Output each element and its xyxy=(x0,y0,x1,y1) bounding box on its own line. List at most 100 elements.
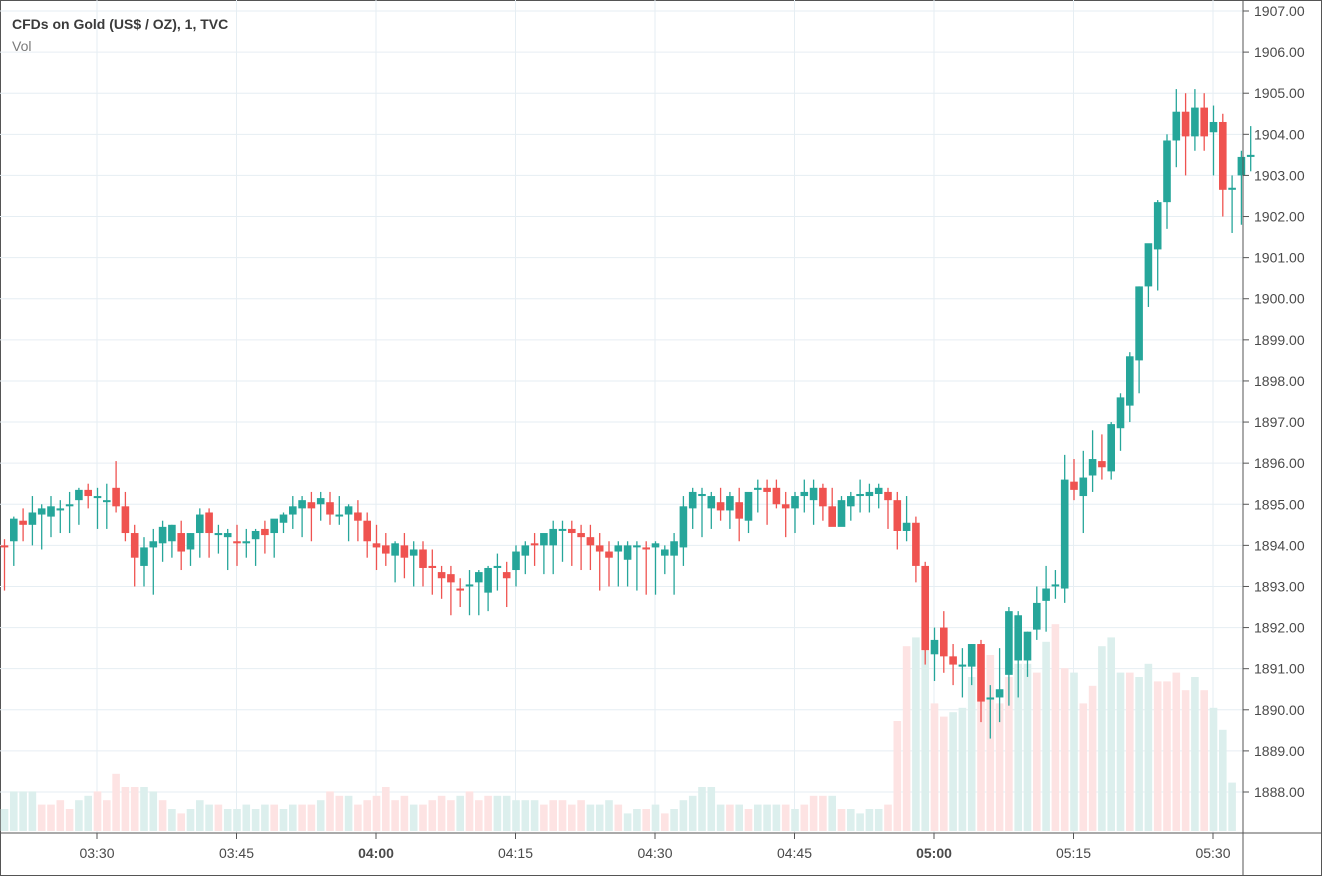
volume-bar xyxy=(1014,663,1022,831)
candle-body xyxy=(763,487,771,492)
volume-bar xyxy=(605,800,613,831)
candle-body xyxy=(93,496,102,499)
candle-body xyxy=(242,541,251,544)
volume-bar xyxy=(558,800,567,831)
candle-body xyxy=(577,533,585,538)
y-tick-label: 1891.00 xyxy=(1254,661,1305,677)
volume-bar xyxy=(549,800,557,831)
volume-bar xyxy=(1191,677,1199,831)
candle-body xyxy=(465,584,474,587)
volume-bar xyxy=(1042,641,1050,831)
volume-bar xyxy=(1107,637,1115,831)
candle-body xyxy=(233,541,241,544)
candle-body xyxy=(568,528,576,534)
volume-bar xyxy=(428,800,437,831)
volume-bar xyxy=(140,787,148,831)
candle-body xyxy=(809,487,818,501)
candle-body xyxy=(289,506,297,515)
candle-body xyxy=(595,545,604,552)
volume-bar xyxy=(865,809,874,831)
volume-bar xyxy=(214,804,223,831)
volume-bar xyxy=(716,804,725,831)
candle-body xyxy=(912,522,920,566)
y-tick-label: 1896.00 xyxy=(1254,455,1305,471)
volume-bar xyxy=(437,795,446,831)
volume-bar xyxy=(1005,677,1013,831)
candle-body xyxy=(735,502,743,519)
candle-body xyxy=(893,500,902,531)
volume-bar xyxy=(196,800,204,831)
volume-bar xyxy=(251,809,260,831)
candle-body xyxy=(781,504,790,509)
candle-body xyxy=(1172,111,1181,141)
volume-bar xyxy=(586,804,595,831)
volume-bar xyxy=(1033,672,1041,831)
volume-bar xyxy=(614,804,623,831)
volume-bar xyxy=(819,795,827,831)
candle-body xyxy=(1060,479,1069,589)
volume-bar xyxy=(121,787,130,831)
candle-body xyxy=(382,545,390,554)
candle-body xyxy=(958,664,967,667)
candle-body xyxy=(1014,615,1022,661)
candle-body xyxy=(298,500,306,509)
volume-bar xyxy=(856,813,864,831)
candle-body xyxy=(502,572,511,579)
candle-body xyxy=(754,487,762,490)
price-axis[interactable]: 1888.00 1889.00 1890.00 1891.00 1892.00 1893.… xyxy=(1243,3,1305,800)
volume-bar xyxy=(65,809,74,831)
volume-bar xyxy=(912,637,920,831)
candle-body xyxy=(1107,424,1115,472)
candle-body xyxy=(28,512,37,525)
candle-body xyxy=(698,493,706,497)
volume-bar xyxy=(37,804,46,831)
volume-bar xyxy=(1088,685,1097,831)
volume-bar xyxy=(521,800,530,831)
candle-body xyxy=(1088,459,1097,476)
candle-body xyxy=(744,491,753,521)
volume-bar xyxy=(261,804,269,831)
volume-bar xyxy=(465,791,474,831)
candle-body xyxy=(316,498,325,505)
volume-bar xyxy=(1172,672,1181,831)
candle-body xyxy=(884,491,892,501)
candle-body xyxy=(428,565,437,568)
time-axis[interactable]: 03:30 03:45 04:00 04:15 04:30 04:45 05:00 05:15… xyxy=(79,833,1231,861)
candle-body xyxy=(521,545,530,556)
candle-body xyxy=(586,537,595,546)
candle-body xyxy=(800,491,809,497)
x-tick-label: 03:45 xyxy=(219,845,254,861)
volume-bar xyxy=(828,795,836,831)
candle-body xyxy=(772,487,781,505)
volume-bar xyxy=(754,804,762,831)
candle-body xyxy=(56,508,65,511)
candle-body xyxy=(930,639,939,655)
volume-bar xyxy=(47,804,55,831)
volume-bar xyxy=(223,809,232,831)
volume-bar xyxy=(0,809,9,831)
volume-bar xyxy=(540,804,548,831)
y-tick-label: 1904.00 xyxy=(1254,126,1305,142)
volume-bar xyxy=(679,800,688,831)
candle-body xyxy=(633,545,641,548)
volume-bar xyxy=(763,804,771,831)
candle-body xyxy=(400,545,409,558)
candle-body xyxy=(995,689,1004,698)
candle-body xyxy=(605,551,613,558)
candle-body xyxy=(484,567,492,593)
candle-body xyxy=(1023,631,1032,661)
volume-bar xyxy=(837,809,846,831)
volume-bar xyxy=(670,809,678,831)
volume-bar xyxy=(502,795,511,831)
volume-bar xyxy=(484,795,492,831)
candle-body xyxy=(1237,156,1246,176)
candle-body xyxy=(65,504,74,507)
volume-bar xyxy=(1153,681,1162,831)
x-tick-label: 05:15 xyxy=(1056,845,1091,861)
volume-series xyxy=(0,624,1236,831)
candle-series xyxy=(0,89,1255,739)
volume-bar xyxy=(289,804,297,831)
candle-body xyxy=(707,496,716,509)
volume-bar xyxy=(103,800,111,831)
